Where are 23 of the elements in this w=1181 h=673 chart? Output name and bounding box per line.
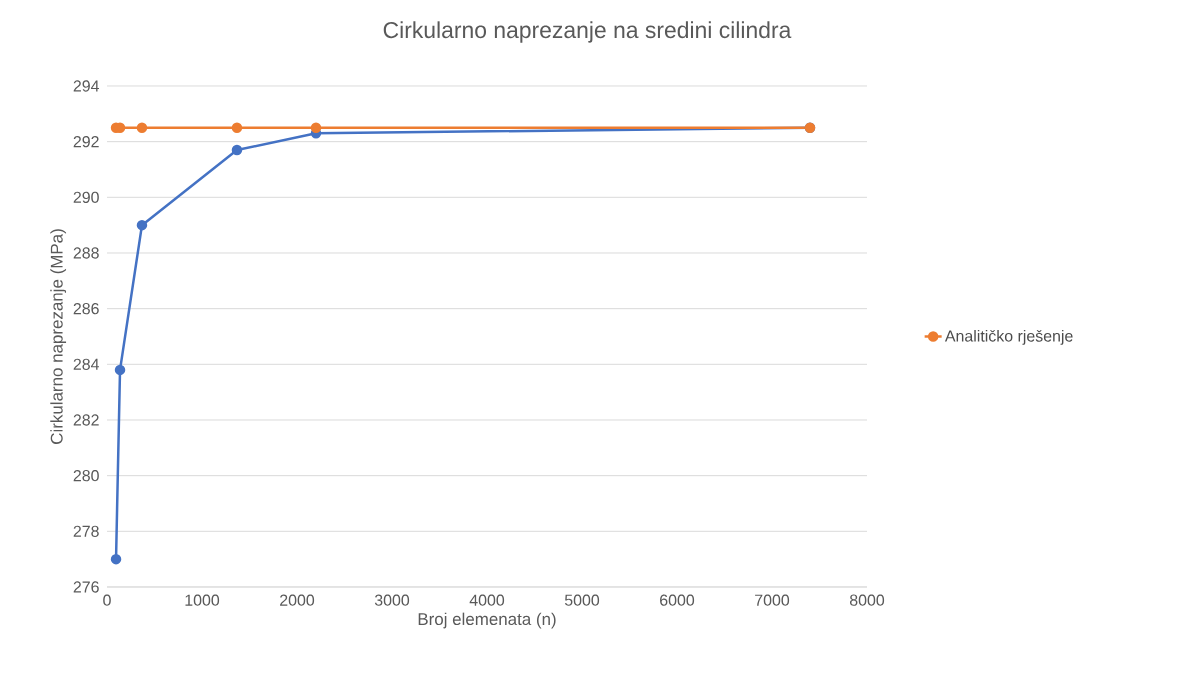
x-tick-label: 5000 bbox=[564, 594, 600, 606]
legend-label: Analitičko rješenje bbox=[944, 329, 1073, 345]
y-tick-label: 288 bbox=[73, 247, 99, 259]
x-tick-label: 6000 bbox=[660, 594, 695, 606]
y-tick-label: 276 bbox=[73, 581, 99, 593]
x-tick-label: 7000 bbox=[755, 594, 790, 606]
x-tick-label: 4000 bbox=[469, 594, 505, 606]
x-tick-label: 2000 bbox=[280, 594, 315, 606]
x-tick-label: 3000 bbox=[374, 594, 410, 606]
x-tick-label: 0 bbox=[103, 594, 111, 606]
y-tick-label: 290 bbox=[73, 191, 99, 203]
y-tick-label: 280 bbox=[73, 470, 99, 482]
y-tick-label: 294 bbox=[73, 80, 100, 92]
x-tick-label: 8000 bbox=[849, 594, 885, 606]
y-tick-label: 292 bbox=[73, 136, 99, 148]
y-axis-title: Cirkularno naprezanje (MPa) bbox=[50, 229, 67, 444]
x-tick-label: 1000 bbox=[185, 594, 220, 606]
chart-title: Cirkularno naprezanje na sredini cilindra bbox=[383, 21, 792, 43]
y-tick-label: 282 bbox=[73, 414, 99, 426]
x-axis-title: Broj elemenata (n) bbox=[418, 612, 556, 629]
y-tick-label: 284 bbox=[73, 358, 100, 370]
y-tick-label: 286 bbox=[73, 303, 99, 315]
y-tick-label: 278 bbox=[73, 525, 99, 537]
